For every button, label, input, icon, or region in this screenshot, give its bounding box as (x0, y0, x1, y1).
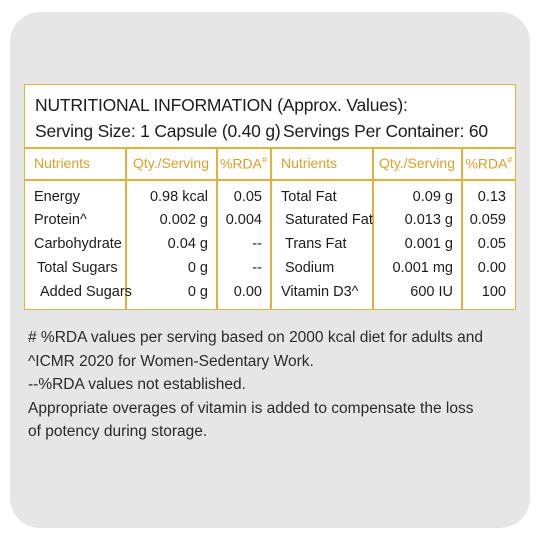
nutrient-qty: 0 g (187, 284, 208, 300)
nutrient-name: Vitamin D3^ (281, 284, 359, 300)
nutrient-name: Protein^ (34, 212, 87, 228)
nutrient-rda: 0.00 (477, 260, 506, 276)
column-divider (125, 147, 127, 309)
nutrient-rda: 0.059 (469, 212, 506, 228)
nutrient-name: Total Fat (281, 189, 337, 205)
footnote-line: of potency during storage. (28, 423, 208, 440)
footnote-line: ^ICMR 2020 for Women-Sedentary Work. (28, 352, 314, 370)
column-divider (216, 147, 218, 309)
nutrient-name: Sodium (285, 260, 335, 276)
header-nutrients: Nutrients (34, 155, 91, 171)
column-divider (461, 147, 463, 309)
nutrient-qty: 0.001 mg (392, 260, 453, 276)
nutrient-qty: 0.09 g (412, 189, 453, 205)
nutrient-name: Saturated Fat (285, 212, 373, 228)
header-rda-label: %RDA (219, 155, 262, 172)
column-divider (372, 147, 374, 309)
nutrient-rda: 0.13 (477, 189, 506, 205)
header-rda-label: %RDA (465, 155, 508, 172)
header-rda-mark: # (262, 155, 268, 165)
servings-per-container: Servings Per Container: 60 (283, 121, 488, 141)
nutrient-name: Added Sugars (40, 284, 132, 300)
nutrient-rda: 0.05 (233, 189, 262, 205)
nutrient-name: Trans Fat (285, 236, 347, 252)
nutrient-qty: 600 IU (410, 284, 453, 300)
header-nutrients: Nutrients (281, 155, 338, 171)
footnote-line: Appropriate overages of vitamin is added… (28, 399, 474, 417)
nutrient-qty: 0.002 g (159, 212, 208, 228)
nutrient-rda: 100 (481, 284, 506, 300)
header-rda: %RDA# (462, 155, 516, 172)
nutrient-rda: 0.00 (233, 284, 262, 300)
serving-size: Serving Size: 1 Capsule (0.40 g) (35, 121, 281, 141)
nutrient-qty: 0 g (187, 260, 208, 276)
nutrient-qty: 0.98 kcal (149, 189, 208, 205)
nutrient-rda: -- (252, 260, 262, 276)
table-title: NUTRITIONAL INFORMATION (Approx. Values)… (35, 95, 408, 115)
nutrient-rda: 0.004 (225, 212, 262, 228)
footnotes: # %RDA values per serving based on 2000 … (28, 326, 508, 444)
header-rda: %RDA# (217, 155, 270, 172)
serving-info: Serving Size: 1 Capsule (0.40 g) Serving… (35, 121, 488, 142)
header-rda-mark: # (507, 155, 513, 165)
header-qty: Qty./Serving (133, 155, 209, 171)
nutrient-rda: 0.05 (477, 236, 506, 252)
nutrient-name: Total Sugars (37, 260, 118, 276)
nutrient-qty: 0.013 g (404, 212, 453, 228)
nutrient-rda: -- (252, 236, 262, 252)
nutrient-name: Energy (34, 189, 80, 205)
footnote-line: --%RDA values not established. (28, 376, 246, 393)
nutrient-qty: 0.001 g (404, 236, 453, 252)
nutrient-qty: 0.04 g (167, 236, 208, 252)
footnote-line: # %RDA values per serving based on 2000 … (28, 329, 483, 346)
nutrient-name: Carbohydrate (34, 236, 122, 252)
header-qty: Qty./Serving (379, 155, 455, 171)
column-divider (270, 147, 272, 309)
